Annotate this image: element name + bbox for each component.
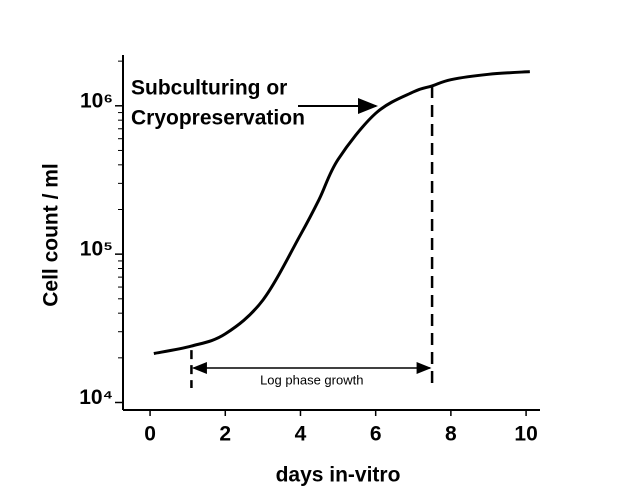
x-tick-label: 4 xyxy=(295,423,307,446)
y-axis-title: Cell count / ml xyxy=(40,163,63,307)
x-tick-label: 8 xyxy=(445,423,457,446)
growth-curve xyxy=(153,70,530,355)
y-tick-label: 10⁶ xyxy=(80,89,113,112)
y-tick-label: 10⁵ xyxy=(80,238,113,261)
x-tick-label: 6 xyxy=(370,423,382,446)
x-tick-label: 10 xyxy=(514,423,537,446)
annotation: Subculturing or xyxy=(131,77,287,100)
x-tick-label: 0 xyxy=(144,423,156,446)
phase-label: Log phase growth xyxy=(260,372,363,387)
x-axis-title: days in-vitro xyxy=(276,464,401,487)
annotation: Cryopreservation xyxy=(131,107,305,130)
y-tick-label: 10⁴ xyxy=(79,386,113,409)
x-tick-label: 2 xyxy=(219,423,231,446)
